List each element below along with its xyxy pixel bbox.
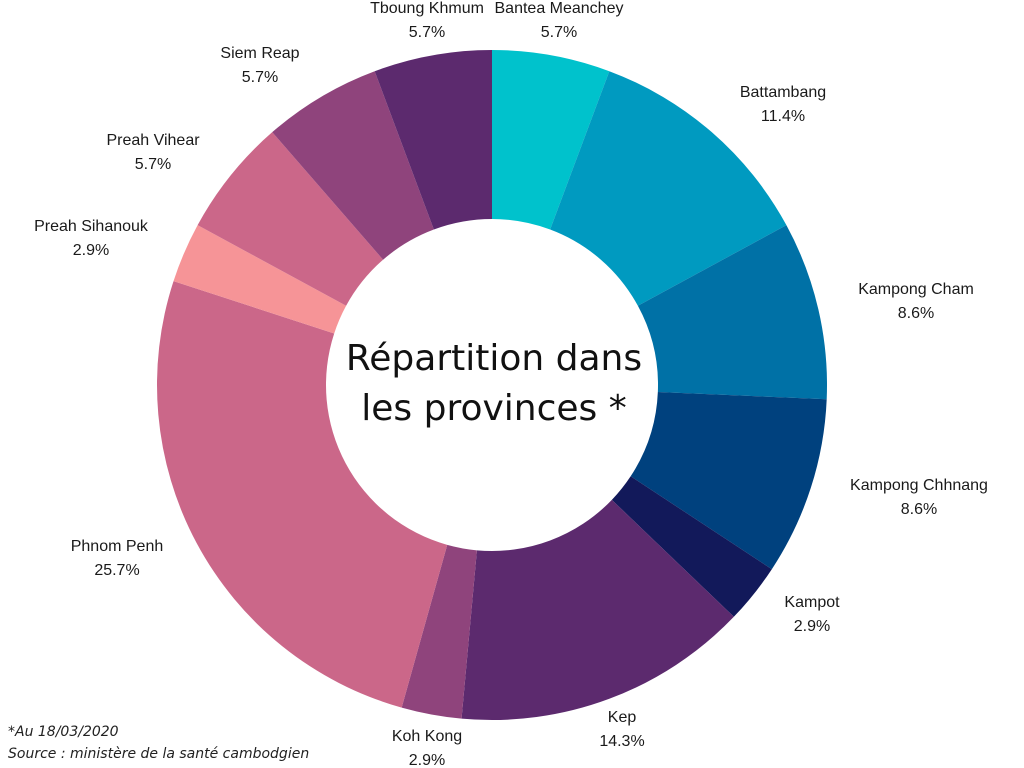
slice-tboung-khmum: [374, 50, 492, 230]
slice-bantea-meanchey: [492, 50, 610, 230]
footnote: *Au 18/03/2020 Source : ministère de la …: [8, 721, 309, 765]
slice-label-value: 5.7%: [541, 24, 577, 41]
slice-label-value: 2.9%: [794, 618, 830, 635]
slice-koh-kong: [401, 544, 477, 719]
slice-label-name: Kampong Chhnang: [850, 477, 988, 494]
slice-label-value: 2.9%: [73, 242, 109, 259]
chart-title-line-1: Répartition dans: [346, 338, 642, 379]
slice-phnom-penh: [156, 281, 448, 708]
chart-title-line-2: les provinces *: [361, 388, 627, 429]
slice-siem-reap: [272, 71, 434, 260]
slice-kampong-chhnang: [630, 392, 827, 570]
slice-label-value: 14.3%: [599, 733, 644, 750]
slice-label-value: 5.7%: [242, 69, 278, 86]
slice-label-value: 5.7%: [135, 156, 171, 173]
footnote-source: Source : ministère de la santé cambodgie…: [8, 746, 310, 762]
slice-kep: [461, 499, 734, 720]
slice-labels: Bantea Meanchey 5.7% Battambang 11.4% Kampon…: [34, 0, 988, 768]
slice-label-name: Phnom Penh: [71, 538, 164, 555]
donut-slices: [156, 50, 827, 720]
slice-label-value: 5.7%: [409, 24, 445, 41]
slice-label-name: Kampong Cham: [858, 281, 974, 298]
slice-label-name: Battambang: [740, 84, 826, 101]
slice-label-name: Siem Reap: [220, 45, 299, 62]
slice-label-name: Preah Vihear: [106, 132, 200, 149]
slice-label-value: 8.6%: [901, 501, 937, 518]
slice-label-name: Bantea Meanchey: [495, 0, 624, 17]
footnote-date: *Au 18/03/2020: [8, 724, 119, 740]
slice-label-value: 11.4%: [761, 108, 805, 125]
slice-battambang: [550, 71, 787, 306]
slice-label-value: 2.9%: [409, 752, 445, 768]
slice-label-value: 8.6%: [898, 305, 934, 322]
slice-kampot: [611, 476, 772, 617]
slice-label-name: Kampot: [784, 594, 840, 611]
slice-kampong-cham: [637, 225, 827, 400]
slice-label-name: Koh Kong: [392, 728, 462, 745]
slice-label-name: Preah Sihanouk: [34, 218, 149, 235]
chart-title: Répartition dans les provinces *: [346, 338, 642, 429]
slice-label-value: 25.7%: [94, 562, 139, 579]
slice-preah-vihear: [197, 132, 384, 306]
slice-label-name: Tboung Khmum: [370, 0, 484, 17]
slice-preah-sihanouk: [173, 225, 347, 334]
slice-label-name: Kep: [608, 709, 637, 726]
